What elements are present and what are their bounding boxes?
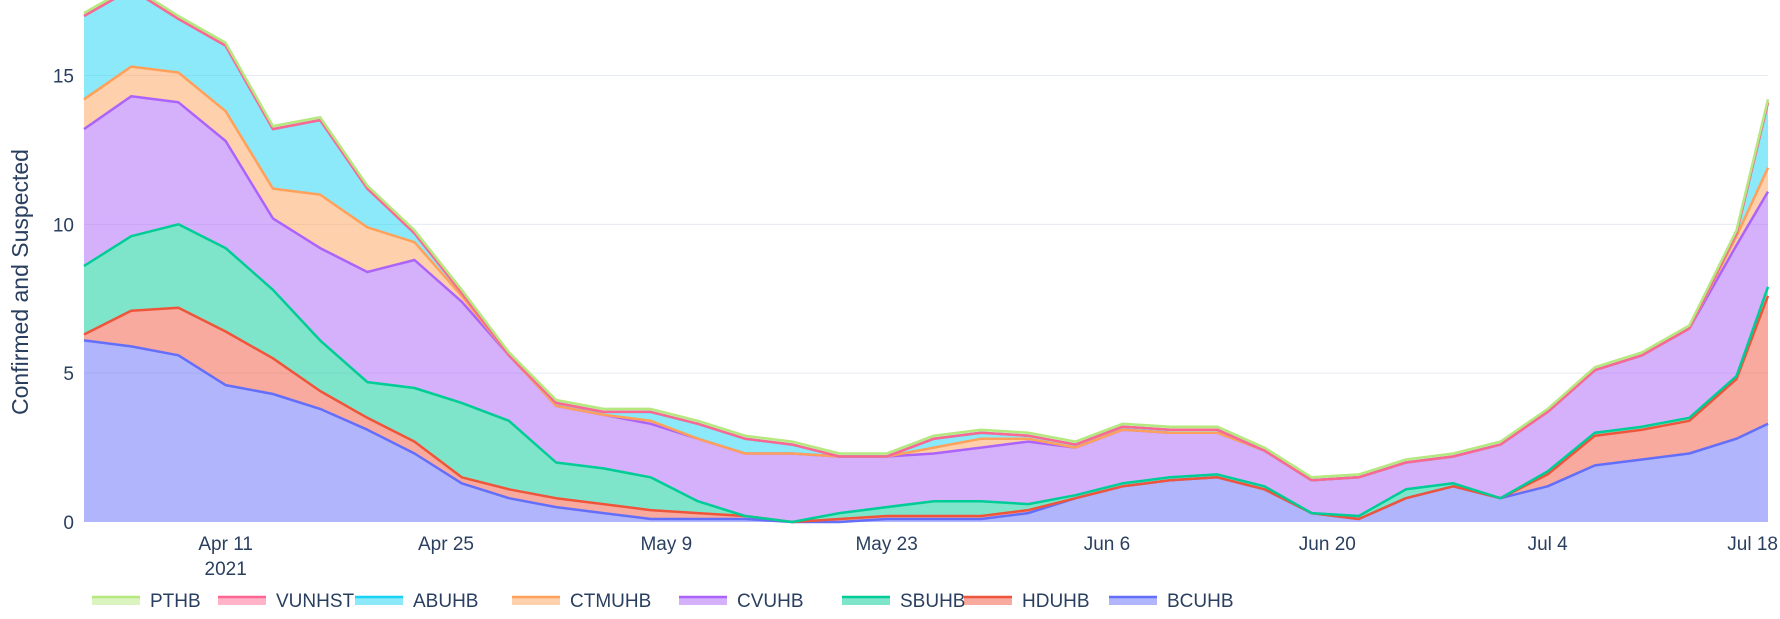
legend-swatch (842, 597, 890, 605)
y-tick-label: 0 (63, 513, 74, 534)
legend-label: ABUHB (413, 591, 478, 612)
legend-item-cvuhb[interactable]: CVUHB (679, 591, 804, 612)
legend-item-ctmuhb[interactable]: CTMUHB (512, 591, 651, 612)
line-pthb (83, 0, 1770, 479)
y-axis-title: Confirmed and Suspected (7, 149, 33, 415)
x-tick-label: Apr 11 (198, 534, 253, 555)
legend-label: SBUHB (900, 591, 965, 612)
area-layer (84, 0, 1768, 523)
x-tick-label: May 23 (855, 534, 917, 555)
line-sbuhb (83, 223, 1770, 524)
y-tick-label: 10 (53, 215, 74, 236)
legend-swatch (355, 597, 403, 605)
line-vunhst (83, 0, 1770, 482)
legend-label: CTMUHB (570, 591, 651, 612)
legend-label: PTHB (150, 591, 201, 612)
legend-label: CVUHB (737, 591, 804, 612)
legend-label: HDUHB (1022, 591, 1090, 612)
legend-item-sbuhb[interactable]: SBUHB (842, 591, 965, 612)
legend-item-bcuhb[interactable]: BCUHB (1109, 591, 1234, 612)
x-tick-label: Jun 20 (1299, 534, 1356, 555)
area-bcuhb (84, 340, 1768, 522)
x-tick-label: Jun 6 (1084, 534, 1130, 555)
axis-layer: 0 5 10 15 Apr 11 2021 Apr 25 May 9 May 23 Jun 6 Ju… (53, 66, 1778, 580)
x-tick-sublabel: 2021 (205, 559, 247, 580)
legend-swatch (218, 597, 266, 605)
y-tick-label: 5 (63, 364, 74, 385)
x-tick-label: May 9 (640, 534, 692, 555)
legend-item-pthb[interactable]: PTHB (92, 591, 201, 612)
legend-item-abuhb[interactable]: ABUHB (355, 591, 478, 612)
legend-swatch (1109, 597, 1157, 605)
x-tick-label: Jul 18 (1727, 534, 1778, 555)
legend-item-vunhst[interactable]: VUNHST (218, 591, 355, 612)
legend-swatch (512, 597, 560, 605)
line-layer (83, 0, 1770, 524)
legend-item-hduhb[interactable]: HDUHB (964, 591, 1090, 612)
legend-label: VUNHST (276, 591, 355, 612)
y-tick-label: 15 (53, 66, 74, 87)
x-tick-label: Apr 25 (418, 534, 474, 555)
legend[interactable]: PTHB VUNHST ABUHB CTMUHB CVUHB SBUHB HDUHB BCUH… (92, 591, 1234, 612)
legend-label: BCUHB (1167, 591, 1234, 612)
area-sbuhb (84, 224, 1768, 523)
legend-swatch (964, 597, 1012, 605)
area-cvuhb (84, 96, 1768, 523)
legend-swatch (679, 597, 727, 605)
x-tick-label: Jul 4 (1528, 534, 1569, 555)
legend-swatch (92, 597, 140, 605)
